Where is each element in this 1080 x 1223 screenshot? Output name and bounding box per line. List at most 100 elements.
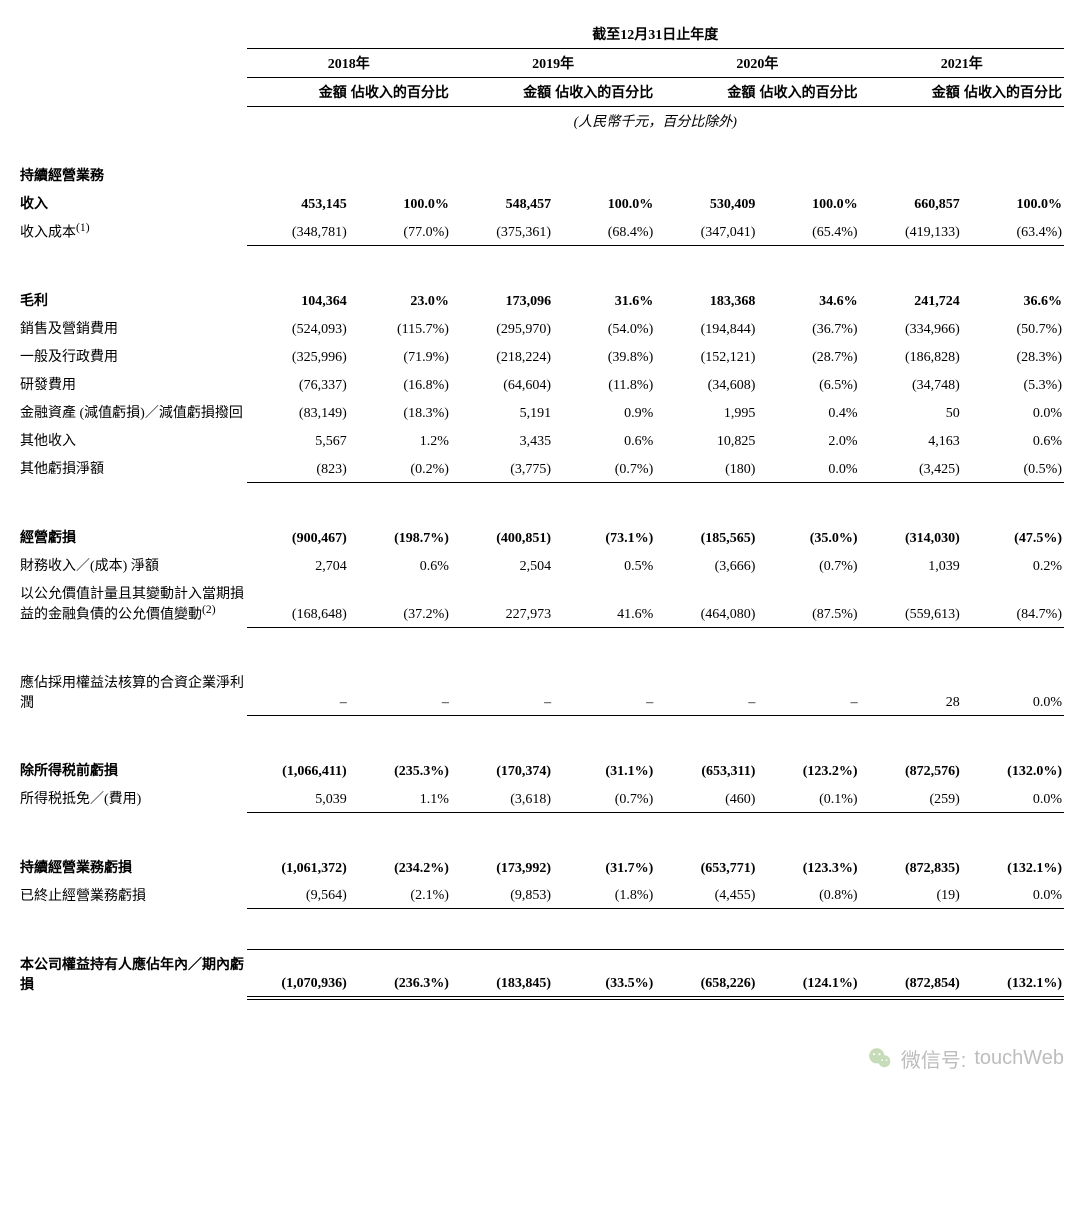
row-label: 毛利 bbox=[16, 286, 247, 314]
table-header: 截至12月31日止年度 2018年 2019年 2020年 2021年 金額 佔… bbox=[16, 20, 1064, 135]
cell: (83,149) bbox=[247, 398, 349, 426]
row-label: 研發費用 bbox=[16, 370, 247, 398]
unit-note: (人民幣千元，百分比除外) bbox=[247, 107, 1064, 136]
table-row: 收入453,145100.0%548,457100.0%530,409100.0… bbox=[16, 189, 1064, 217]
cell: – bbox=[553, 668, 655, 716]
table-row: 其他收入5,5671.2%3,4350.6%10,8252.0%4,1630.6… bbox=[16, 426, 1064, 454]
cell: 241,724 bbox=[860, 286, 962, 314]
cell: 1.1% bbox=[349, 784, 451, 812]
cell: (73.1%) bbox=[553, 523, 655, 551]
cell: (170,374) bbox=[451, 756, 553, 784]
cell: 548,457 bbox=[451, 189, 553, 217]
cell: 31.6% bbox=[553, 286, 655, 314]
year-header: 2020年 bbox=[655, 49, 859, 78]
cell: (236.3%) bbox=[349, 950, 451, 998]
cell: (0.7%) bbox=[553, 784, 655, 812]
cell: (186,828) bbox=[860, 342, 962, 370]
cell: 0.6% bbox=[553, 426, 655, 454]
cell: (900,467) bbox=[247, 523, 349, 551]
cell: 0.2% bbox=[962, 551, 1064, 579]
cell: 0.4% bbox=[757, 398, 859, 426]
cell: (464,080) bbox=[655, 579, 757, 628]
cell: 0.0% bbox=[962, 881, 1064, 909]
section-heading: 持續經營業務 bbox=[16, 161, 247, 189]
cell: (1,070,936) bbox=[247, 950, 349, 998]
cell: (334,966) bbox=[860, 314, 962, 342]
row-label: 應佔採用權益法核算的合資企業淨利潤 bbox=[16, 668, 247, 716]
cell: 10,825 bbox=[655, 426, 757, 454]
cell: (180) bbox=[655, 454, 757, 482]
cell: (132.1%) bbox=[962, 950, 1064, 998]
cell: (64,604) bbox=[451, 370, 553, 398]
table-row: 以公允價值計量且其變動計入當期損益的金融負債的公允價值變動(2)(168,648… bbox=[16, 579, 1064, 628]
cell: (16.8%) bbox=[349, 370, 451, 398]
table-row: 收入成本(1)(348,781)(77.0%)(375,361)(68.4%)(… bbox=[16, 217, 1064, 246]
cell: (63.4%) bbox=[962, 217, 1064, 246]
cell: 1,039 bbox=[860, 551, 962, 579]
cell: 0.0% bbox=[962, 668, 1064, 716]
cell: 34.6% bbox=[757, 286, 859, 314]
cell: 50 bbox=[860, 398, 962, 426]
cell: (34,748) bbox=[860, 370, 962, 398]
cell: (325,996) bbox=[247, 342, 349, 370]
cell: 5,039 bbox=[247, 784, 349, 812]
cell: 104,364 bbox=[247, 286, 349, 314]
col-pct: 佔收入的百分比 bbox=[553, 78, 655, 107]
cell: (11.8%) bbox=[553, 370, 655, 398]
cell: (375,361) bbox=[451, 217, 553, 246]
cell: (198.7%) bbox=[349, 523, 451, 551]
watermark-id: touchWeb bbox=[974, 1047, 1064, 1070]
cell: (84.7%) bbox=[962, 579, 1064, 628]
table-row: 所得税抵免／(費用)5,0391.1%(3,618)(0.7%)(460)(0.… bbox=[16, 784, 1064, 812]
cell: (0.7%) bbox=[757, 551, 859, 579]
cell: (123.2%) bbox=[757, 756, 859, 784]
cell: (653,311) bbox=[655, 756, 757, 784]
col-pct: 佔收入的百分比 bbox=[757, 78, 859, 107]
cell: 2,704 bbox=[247, 551, 349, 579]
table-row: 已終止經營業務虧損(9,564)(2.1%)(9,853)(1.8%)(4,45… bbox=[16, 881, 1064, 909]
cell: (347,041) bbox=[655, 217, 757, 246]
cell: (872,854) bbox=[860, 950, 962, 998]
cell: (0.8%) bbox=[757, 881, 859, 909]
cell: (115.7%) bbox=[349, 314, 451, 342]
cell: 183,368 bbox=[655, 286, 757, 314]
cell: (872,835) bbox=[860, 853, 962, 881]
cell: 0.9% bbox=[553, 398, 655, 426]
cell: (314,030) bbox=[860, 523, 962, 551]
cell: (6.5%) bbox=[757, 370, 859, 398]
col-pct: 佔收入的百分比 bbox=[962, 78, 1064, 107]
cell: (183,845) bbox=[451, 950, 553, 998]
watermark-footer: 微信号: touchWeb bbox=[16, 1044, 1080, 1073]
cell: 0.5% bbox=[553, 551, 655, 579]
col-pct: 佔收入的百分比 bbox=[349, 78, 451, 107]
cell: (31.1%) bbox=[553, 756, 655, 784]
row-label: 經營虧損 bbox=[16, 523, 247, 551]
cell: 100.0% bbox=[962, 189, 1064, 217]
cell: (400,851) bbox=[451, 523, 553, 551]
cell: (132.0%) bbox=[962, 756, 1064, 784]
cell: (3,618) bbox=[451, 784, 553, 812]
cell: (9,853) bbox=[451, 881, 553, 909]
table-row: 其他虧損淨額(823)(0.2%)(3,775)(0.7%)(180)0.0%(… bbox=[16, 454, 1064, 482]
cell: 100.0% bbox=[757, 189, 859, 217]
row-label: 財務收入／(成本) 淨額 bbox=[16, 551, 247, 579]
cell: (259) bbox=[860, 784, 962, 812]
cell: – bbox=[655, 668, 757, 716]
col-amount: 金額 bbox=[451, 78, 553, 107]
cell: 660,857 bbox=[860, 189, 962, 217]
cell: (124.1%) bbox=[757, 950, 859, 998]
financial-table: 截至12月31日止年度 2018年 2019年 2020年 2021年 金額 佔… bbox=[16, 20, 1064, 1014]
cell: 1.2% bbox=[349, 426, 451, 454]
cell: (185,565) bbox=[655, 523, 757, 551]
cell: 5,191 bbox=[451, 398, 553, 426]
cell: 0.0% bbox=[962, 398, 1064, 426]
cell: 0.0% bbox=[962, 784, 1064, 812]
cell: (3,666) bbox=[655, 551, 757, 579]
cell: (28.3%) bbox=[962, 342, 1064, 370]
table-row: 金融資產 (減值虧損)／減值虧損撥回(83,149)(18.3%)5,1910.… bbox=[16, 398, 1064, 426]
cell: (71.9%) bbox=[349, 342, 451, 370]
cell: (65.4%) bbox=[757, 217, 859, 246]
table-row: 持續經營業務虧損(1,061,372)(234.2%)(173,992)(31.… bbox=[16, 853, 1064, 881]
cell: (4,455) bbox=[655, 881, 757, 909]
col-amount: 金額 bbox=[860, 78, 962, 107]
